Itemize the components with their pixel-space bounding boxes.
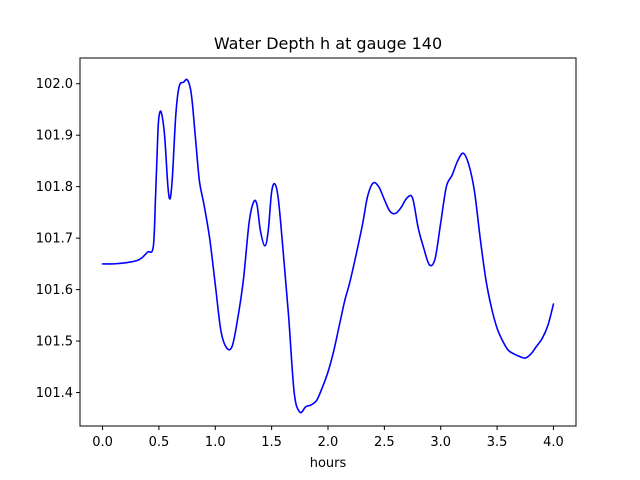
x-axis-title: hours xyxy=(310,456,347,471)
x-tick-label: 4.0 xyxy=(543,435,564,450)
y-tick-label: 101.7 xyxy=(36,232,73,247)
x-tick-label: 2.0 xyxy=(318,435,339,450)
x-tick-label: 0.5 xyxy=(149,435,170,450)
y-tick-label: 101.5 xyxy=(36,335,73,350)
chart-title: Water Depth h at gauge 140 xyxy=(214,34,442,53)
y-tick-label: 102.0 xyxy=(36,77,73,92)
y-tick-label: 101.9 xyxy=(36,129,73,144)
y-tick-label: 101.4 xyxy=(36,386,73,401)
x-tick-label: 1.0 xyxy=(205,435,226,450)
x-tick-label: 2.5 xyxy=(374,435,395,450)
x-tick-label: 1.5 xyxy=(261,435,282,450)
y-tick-label: 101.6 xyxy=(36,283,73,298)
series-layer xyxy=(101,78,555,414)
y-axis: 101.4 101.5 101.6 101.7 101.8 101.9 102.0 xyxy=(36,77,80,401)
series-line-0 xyxy=(101,78,555,414)
x-tick-label: 0.0 xyxy=(92,435,113,450)
x-tick-label: 3.5 xyxy=(487,435,508,450)
x-tick-label: 3.0 xyxy=(430,435,451,450)
y-tick-label: 101.8 xyxy=(36,180,73,195)
x-axis: 0.0 0.5 1.0 1.5 2.0 2.5 3.0 3.5 4.0 xyxy=(92,426,564,450)
